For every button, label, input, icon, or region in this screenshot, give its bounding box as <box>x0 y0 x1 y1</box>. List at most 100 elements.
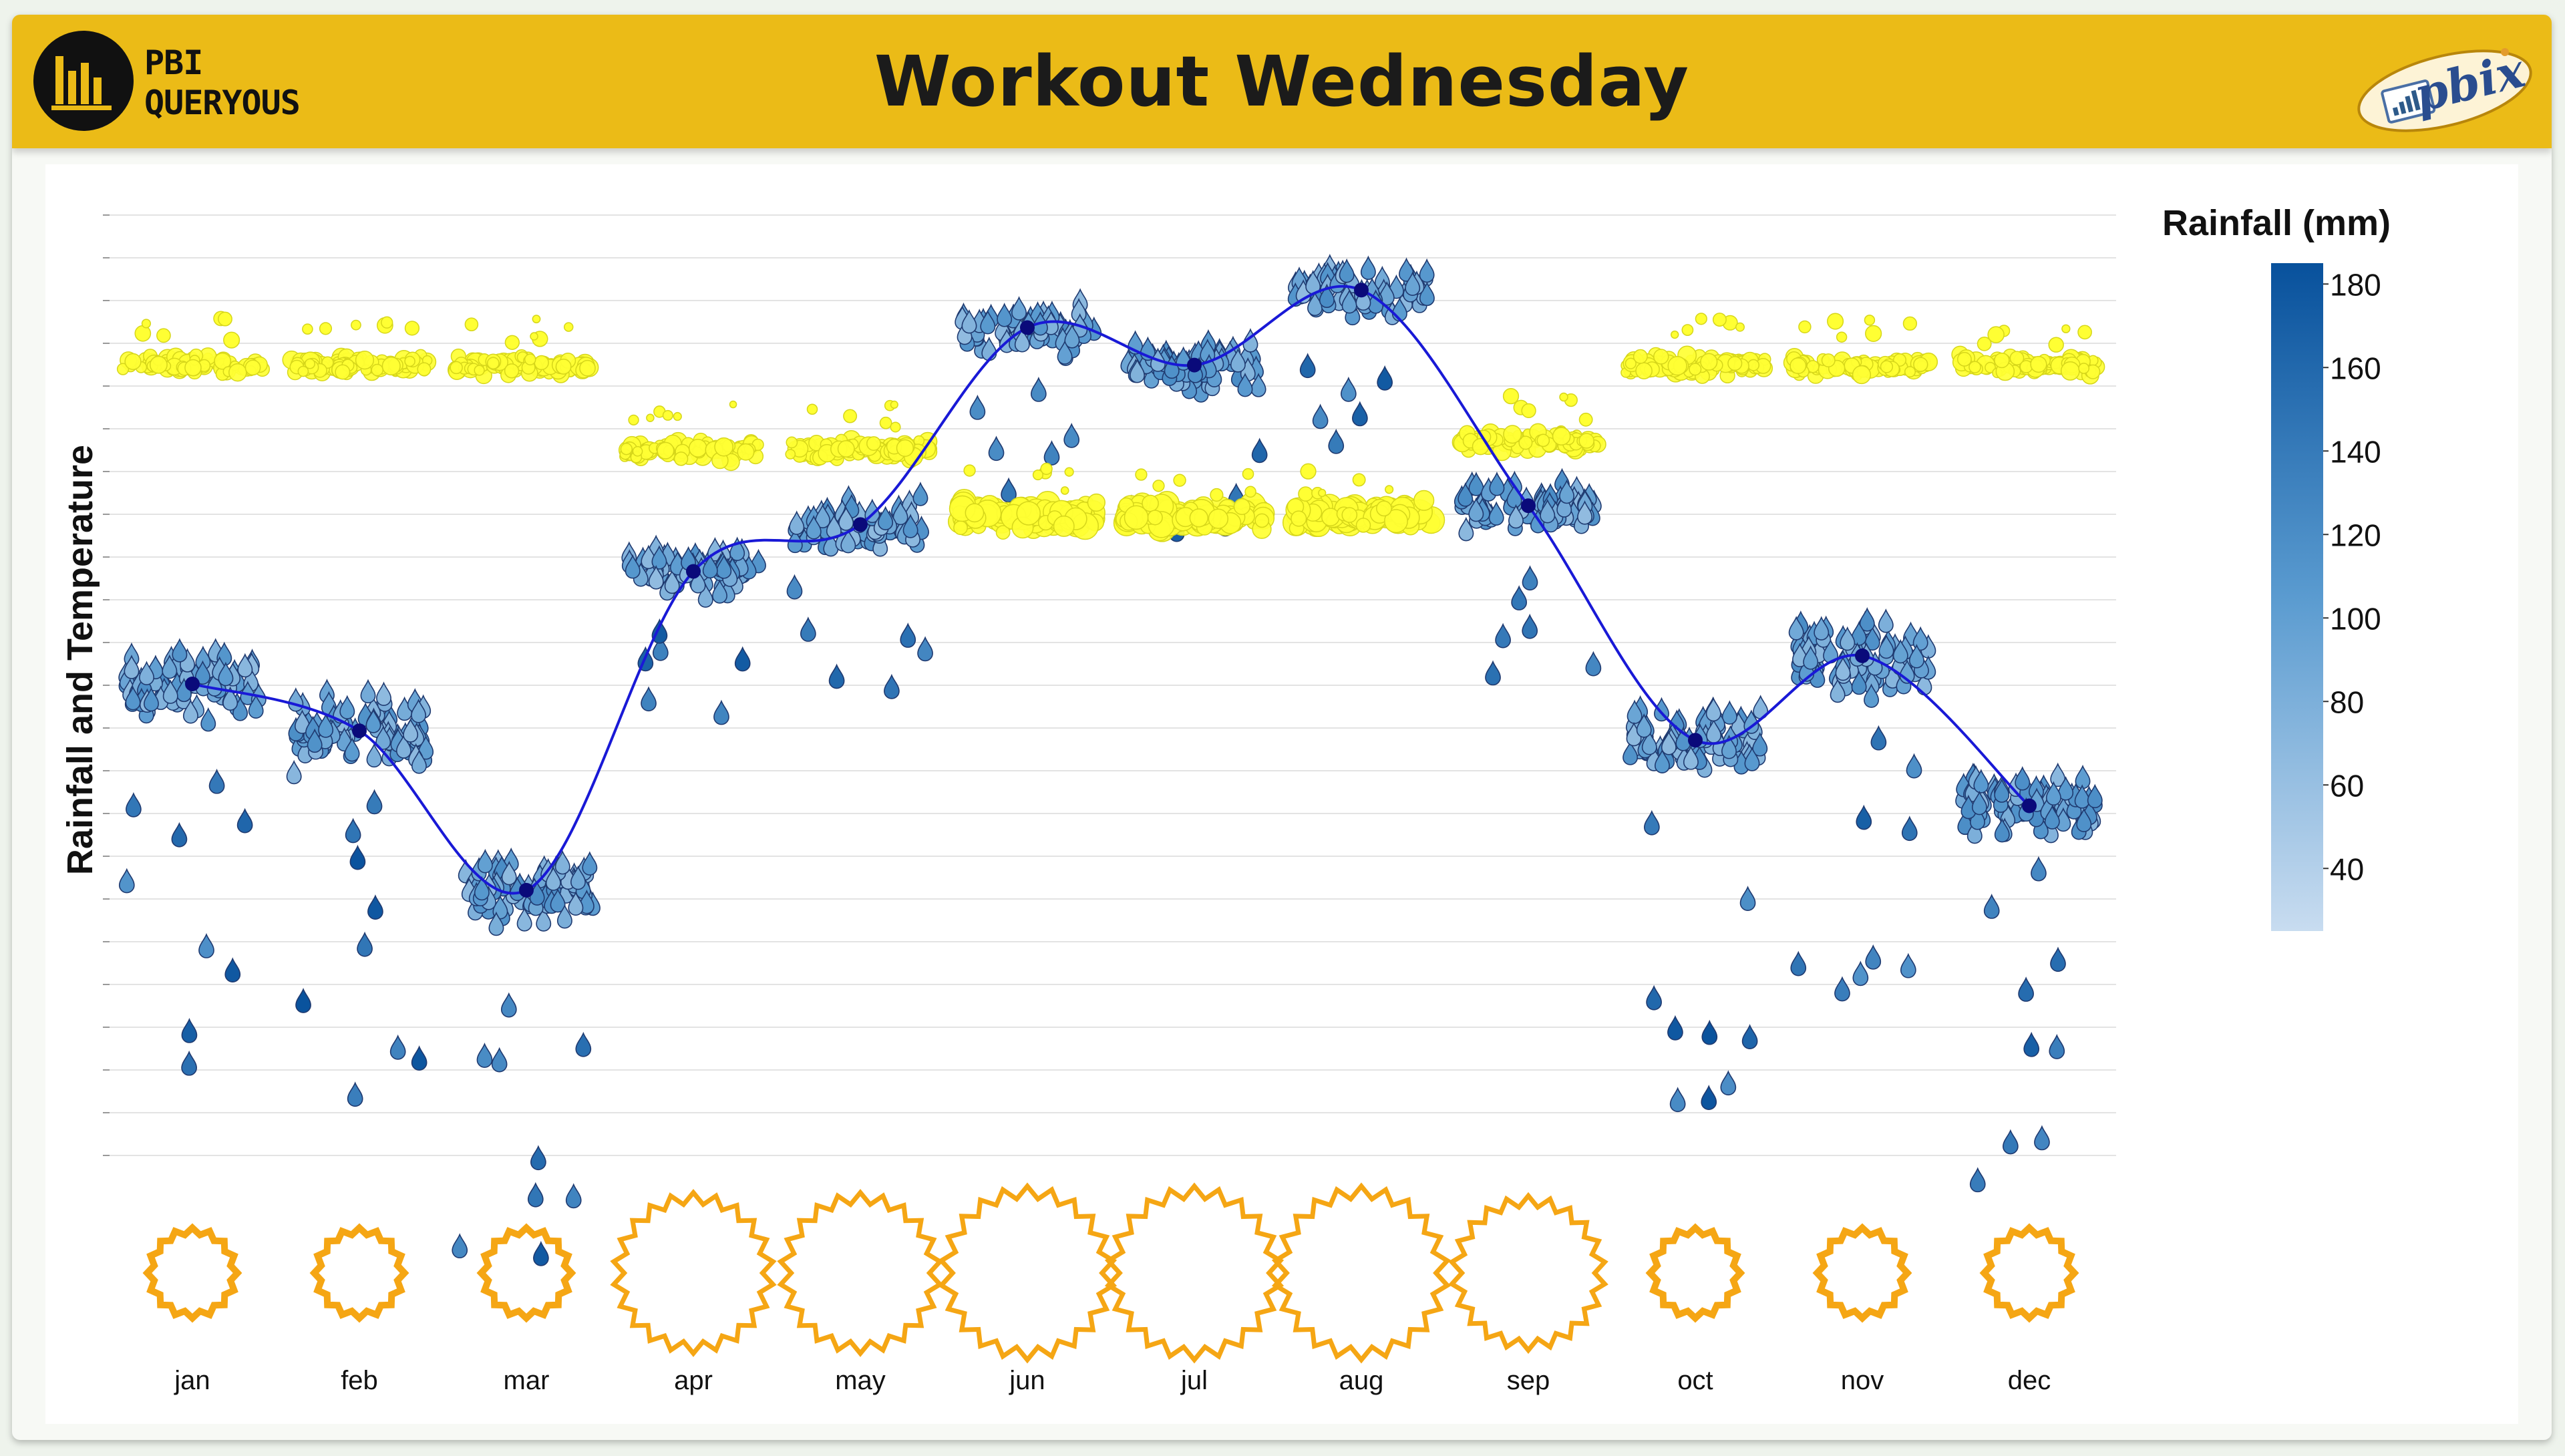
sunshine-bubble <box>305 358 315 369</box>
sunshine-bubble <box>404 321 420 336</box>
raindrop-point <box>418 735 434 760</box>
sunshine-bubble <box>1233 498 1250 516</box>
raindrop-point <box>554 850 570 875</box>
sunshine-bubble <box>532 315 541 324</box>
raindrop-point <box>126 791 142 817</box>
raindrop-point <box>1803 645 1819 670</box>
raindrop-point <box>1966 819 1983 844</box>
raindrop-point <box>2075 764 2091 789</box>
sunshine-bubble <box>579 359 596 377</box>
sunshine-bubble <box>2061 324 2071 333</box>
raindrop-point <box>527 1181 544 1208</box>
raindrop-point <box>144 687 159 712</box>
sunshine-bubble <box>1880 360 1894 373</box>
temperature-point <box>519 882 534 898</box>
sunshine-bubble <box>2060 361 2080 381</box>
raindrop-point <box>1341 289 1357 314</box>
raindrop-point <box>139 661 154 685</box>
sun-icon <box>1271 1182 1451 1364</box>
raindrop-point <box>1419 258 1435 283</box>
sunshine-bubble <box>1135 468 1148 481</box>
raindrop-point <box>248 694 264 719</box>
raindrop-point <box>1856 804 1872 830</box>
raindrop-point <box>997 303 1013 327</box>
raindrop-point <box>200 707 216 732</box>
sunshine-bubble <box>1578 412 1593 427</box>
sunshine-bubble <box>1735 322 1745 332</box>
sunshine-bubble <box>351 319 361 331</box>
raindrop-point <box>1705 697 1721 722</box>
sunshine-bubble <box>1864 315 1876 326</box>
sunshine-bubble <box>116 363 130 375</box>
sunshine-bubble <box>786 436 798 449</box>
raindrop-point <box>2049 1034 2065 1059</box>
sunshine-bubble <box>1502 387 1520 405</box>
header-banner: PBI QUERYOUS Workout Wednesday pbix <box>12 15 2552 148</box>
sun-icon <box>610 1189 777 1357</box>
raindrop-point <box>1585 651 1602 677</box>
month-label: apr <box>674 1366 713 1395</box>
raindrop-point <box>395 734 411 759</box>
raindrop-point <box>1360 255 1376 281</box>
sunshine-bubble <box>297 365 309 377</box>
raindrop-point <box>172 638 188 663</box>
month-label: feb <box>341 1366 378 1395</box>
raindrop-point <box>900 622 916 648</box>
temperature-point <box>1187 357 1202 373</box>
sunshine-bubble <box>673 451 689 466</box>
sunshine-bubble <box>486 357 500 370</box>
raindrop-point <box>1830 678 1846 703</box>
sunshine-bubble <box>879 416 892 429</box>
raindrop-point <box>366 743 382 768</box>
raindrop-point <box>961 309 977 334</box>
sunshine-bubble <box>1210 488 1224 502</box>
raindrop-point <box>1973 769 1989 793</box>
raindrop-point <box>1319 283 1335 309</box>
raindrop-point <box>892 500 908 526</box>
raindrop-point <box>969 394 986 420</box>
raindrop-point <box>198 932 214 958</box>
sunshine-bubble <box>244 359 261 376</box>
raindrop-point <box>2050 762 2066 787</box>
raindrop-point <box>1458 516 1474 542</box>
sunshine-bubble <box>2077 325 2092 340</box>
raindrop-point <box>1064 323 1080 349</box>
sunshine-bubble <box>1667 356 1687 376</box>
raindrop-point <box>1130 358 1146 383</box>
raindrop-point <box>344 737 360 762</box>
raindrop-point <box>1031 376 1047 402</box>
raindrop-point <box>218 661 234 687</box>
raindrop-point <box>2074 784 2090 809</box>
sunshine-bubble <box>1521 403 1536 419</box>
chart-canvas: Rainfall and Temperature jan feb mar apr may… <box>45 164 2518 1424</box>
sunshine-bubble <box>1681 324 1694 336</box>
raindrop-point <box>1701 1085 1717 1110</box>
sunshine-bubble <box>1789 357 1807 375</box>
raindrop-point <box>2050 946 2066 972</box>
sunshine-bubble <box>1956 351 1972 367</box>
raindrop-point <box>800 616 816 642</box>
raindrop-point <box>1237 372 1253 397</box>
raindrop-point <box>208 768 225 794</box>
raindrop-point <box>236 807 253 834</box>
sunshine-bubble <box>1836 331 1848 343</box>
raindrop-point <box>1001 477 1017 503</box>
raindrop-point <box>491 1047 508 1073</box>
page-title: Workout Wednesday <box>874 41 1690 122</box>
sunshine-bubble <box>657 441 675 460</box>
sunshine-bubble <box>1559 392 1568 402</box>
sunshine-bubble <box>1173 474 1186 487</box>
sunshine-bubble <box>1318 488 1327 498</box>
report-icon <box>2381 79 2436 124</box>
sunshine-bubble <box>1016 501 1041 526</box>
raindrop-point <box>1377 365 1393 391</box>
raindrop-point <box>476 1043 493 1068</box>
sunshine-bubble <box>737 443 755 461</box>
raindrop-point <box>182 699 198 724</box>
sunshine-bubble <box>184 359 202 377</box>
raindrop-point <box>181 1017 198 1043</box>
month-label: jun <box>1009 1366 1045 1395</box>
raindrop-point <box>162 654 178 679</box>
raindrop-point <box>1522 565 1538 590</box>
temperature-point <box>185 677 200 691</box>
